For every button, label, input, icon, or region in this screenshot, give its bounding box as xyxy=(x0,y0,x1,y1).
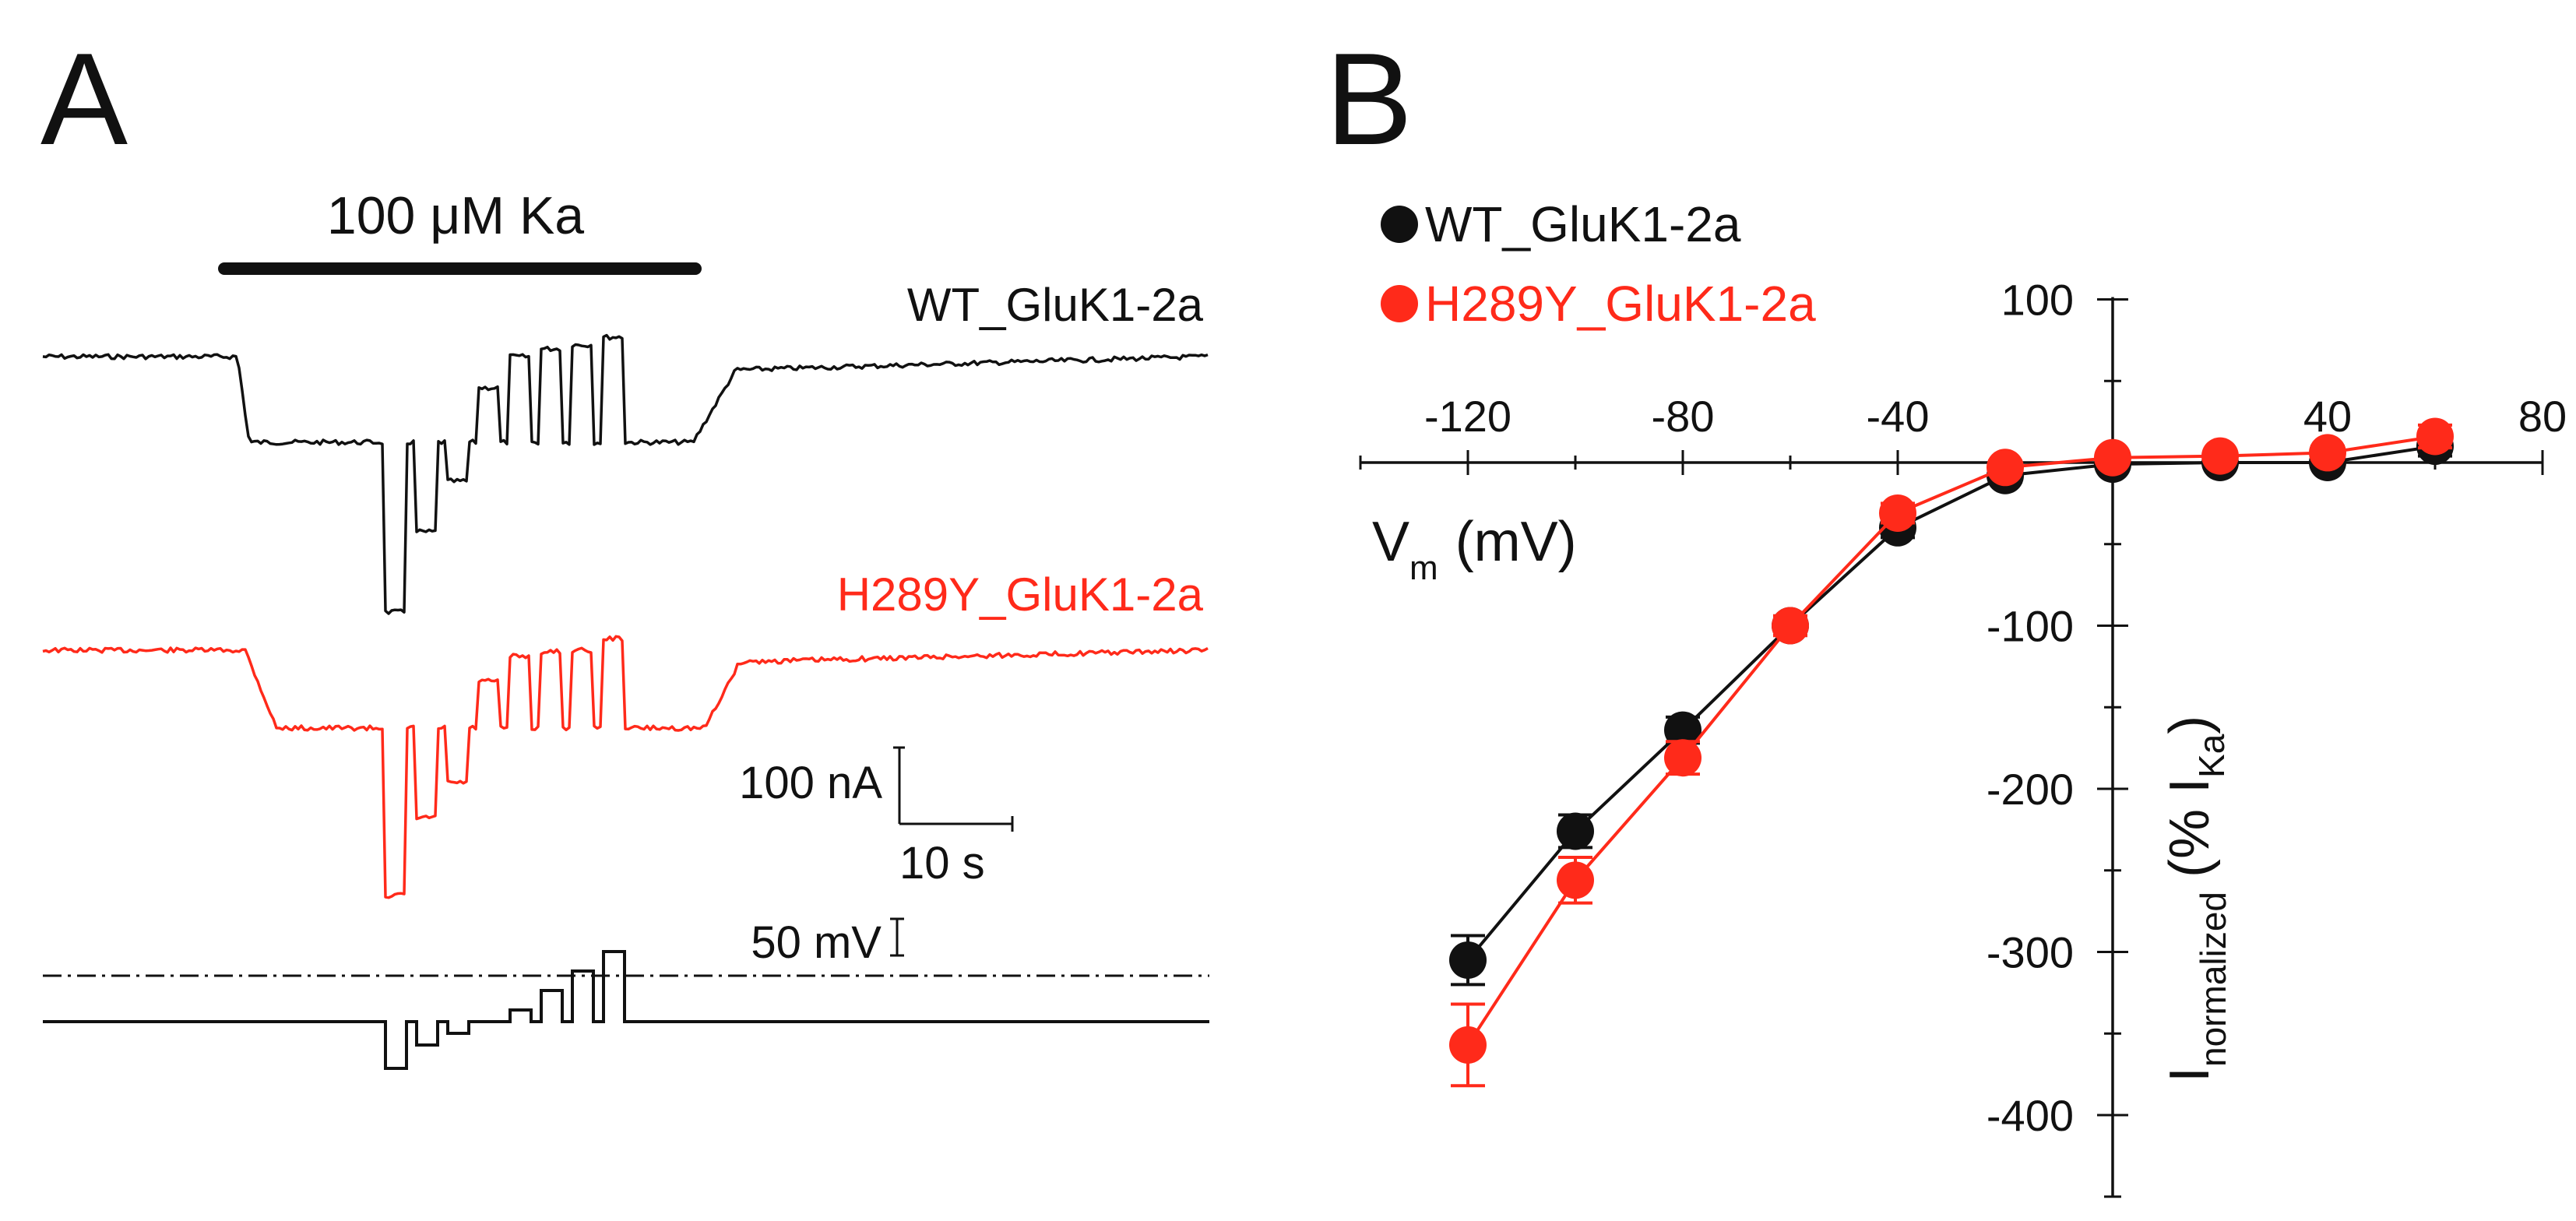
panel-b: B WT_GluK1-2a H289Y_GluK1-2a -120 -80 -4… xyxy=(1325,26,2567,1198)
current-trace-wt xyxy=(42,333,1209,615)
y-tick-label: -300 xyxy=(1987,928,2074,977)
data-point xyxy=(2416,417,2454,456)
data-point xyxy=(1879,494,1916,532)
trace-label-mut: H289Y_GluK1-2a xyxy=(837,568,1204,621)
scale-voltage-label: 50 mV xyxy=(751,917,882,968)
axes xyxy=(1359,297,2544,1198)
y-tick-label: -400 xyxy=(1987,1091,2074,1140)
scale-time-label: 10 s xyxy=(899,838,985,888)
scale-bar-current-time xyxy=(893,746,1014,832)
x-axis-title-sub: m xyxy=(1409,549,1438,587)
series-line xyxy=(1466,445,2436,962)
x-tick-label: 80 xyxy=(2518,392,2567,441)
y-axis-title-unit-sub: Ka xyxy=(2191,734,2232,778)
y-axis-title-unit-close: ) xyxy=(2159,716,2221,734)
y-axis-title-unit-open: (% I xyxy=(2159,778,2221,878)
y-tick-labels: 100 -100 -200 -300 -400 xyxy=(1987,276,2074,1141)
x-axis-title: Vm (mV) xyxy=(1372,511,1577,587)
x-axis-title-main: V xyxy=(1372,511,1409,573)
current-trace-mut xyxy=(42,635,1209,899)
data-point xyxy=(2094,438,2131,477)
data-point xyxy=(1449,941,1487,979)
series-mut xyxy=(1449,417,2454,1088)
data-point xyxy=(1449,1026,1487,1064)
panel-b-label: B xyxy=(1325,26,1413,172)
y-tick-label: -100 xyxy=(1987,602,2074,651)
legend-marker-wt xyxy=(1381,206,1418,243)
data-point xyxy=(1557,812,1594,850)
x-tick-label: -120 xyxy=(1424,392,1511,441)
voltage-protocol xyxy=(43,950,1209,1070)
data-point xyxy=(1664,739,1701,777)
series-wt xyxy=(1449,428,2454,987)
x-tick-label: -40 xyxy=(1867,392,1930,441)
legend-marker-mut xyxy=(1381,285,1418,322)
data-point xyxy=(1557,861,1594,899)
series-line xyxy=(1466,435,2436,1047)
y-tick-label: -200 xyxy=(1987,765,2074,814)
x-tick-label: 40 xyxy=(2303,392,2352,441)
panel-a: A 100 μM Ka WT_GluK1-2a H289Y_GluK1-2a 1… xyxy=(40,26,1209,1070)
data-point xyxy=(2201,437,2239,475)
legend-label-mut: H289Y_GluK1-2a xyxy=(1425,276,1816,332)
scale-current-label: 100 nA xyxy=(739,758,882,808)
series-layer xyxy=(1449,417,2454,1088)
data-point xyxy=(2309,434,2346,472)
data-point xyxy=(1987,449,2024,487)
agonist-label: 100 μM Ka xyxy=(327,186,584,245)
legend-label-wt: WT_GluK1-2a xyxy=(1425,196,1741,252)
y-axis-title-main: I xyxy=(2159,1067,2221,1082)
y-axis-title-sub: normalized xyxy=(2193,892,2233,1067)
data-point xyxy=(1772,607,1809,645)
y-axis-title: Inormalized (% IKa) xyxy=(2159,716,2233,1082)
x-axis-title-unit: (mV) xyxy=(1455,511,1577,573)
scale-bar-voltage xyxy=(890,917,904,957)
y-tick-label: 100 xyxy=(2001,276,2074,325)
panel-a-label: A xyxy=(40,26,128,172)
trace-label-wt: WT_GluK1-2a xyxy=(907,279,1204,331)
x-tick-label: -80 xyxy=(1652,392,1715,441)
x-tick-labels: -120 -80 -40 40 80 xyxy=(1424,392,2567,441)
data-point xyxy=(1664,711,1701,749)
